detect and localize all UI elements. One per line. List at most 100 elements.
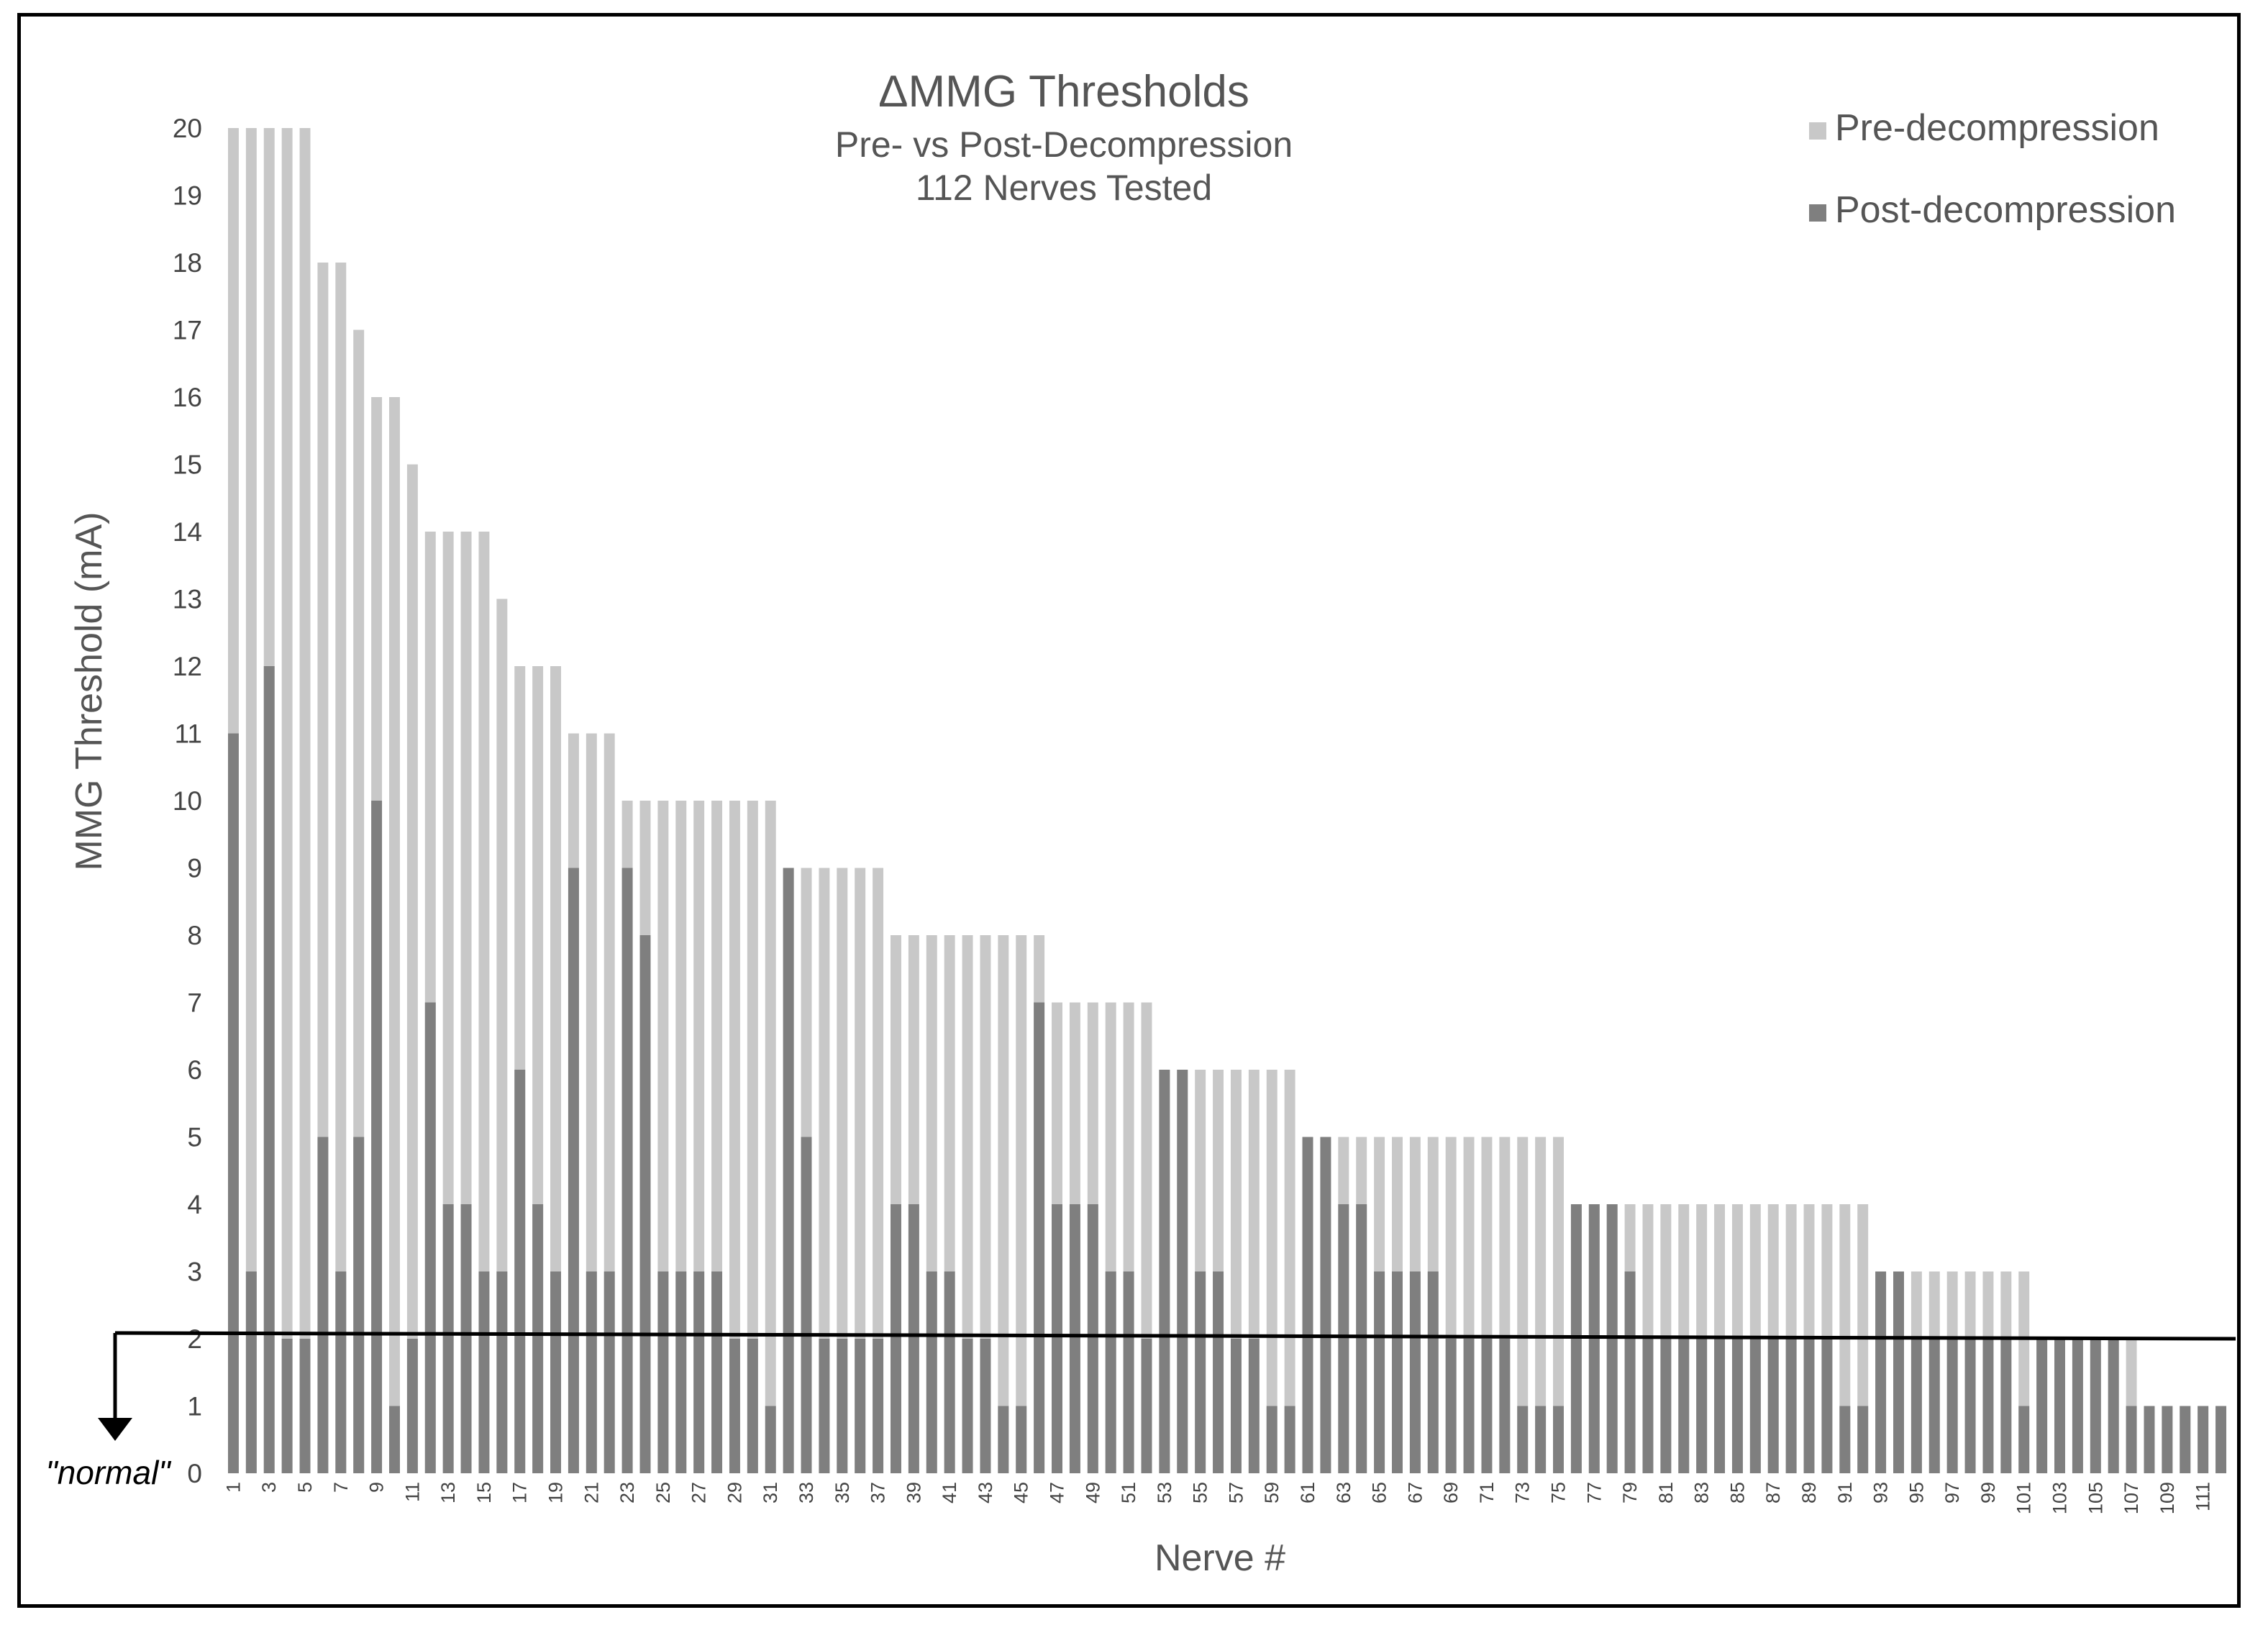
x-tick-label: 93: [1870, 1482, 1892, 1503]
post-bar-110: [2180, 1406, 2191, 1473]
y-axis-title: MMG Threshold (mA): [68, 512, 110, 871]
pre-bar-11: [406, 464, 418, 1473]
x-tick-label: 47: [1047, 1482, 1068, 1503]
x-tick-label: 95: [1905, 1482, 1927, 1503]
legend-swatch-post: [1809, 204, 1826, 222]
x-tick-label: 25: [652, 1482, 674, 1503]
post-bar-89: [1803, 1339, 1815, 1473]
x-tick-label: 19: [545, 1482, 567, 1503]
post-bar-37: [873, 1339, 884, 1473]
x-tick-label: 73: [1512, 1482, 1534, 1503]
post-bar-81: [1660, 1339, 1672, 1473]
pre-bar-29: [729, 801, 740, 1473]
post-bar-21: [586, 1271, 597, 1473]
y-tick-label: 12: [173, 652, 202, 681]
post-bar-59: [1266, 1406, 1278, 1473]
post-bar-35: [837, 1339, 848, 1473]
post-bar-26: [675, 1271, 687, 1473]
post-bar-86: [1749, 1339, 1761, 1473]
x-tick-label: 67: [1404, 1482, 1426, 1503]
pre-bar-16: [496, 599, 508, 1473]
post-bar-27: [693, 1271, 705, 1473]
pre-bar-2: [245, 128, 257, 1473]
post-bar-38: [891, 1204, 901, 1473]
post-bar-24: [639, 935, 651, 1473]
x-tick-label: 43: [975, 1482, 996, 1503]
x-tick-label: 83: [1691, 1482, 1713, 1503]
post-bar-91: [1839, 1406, 1851, 1473]
x-tick-label: 37: [867, 1482, 889, 1503]
x-tick-label: 41: [939, 1482, 960, 1503]
post-bar-22: [604, 1271, 615, 1473]
post-bar-73: [1517, 1406, 1529, 1473]
post-bar-50: [1105, 1271, 1116, 1473]
x-tick-label: 9: [366, 1482, 388, 1493]
post-bar-13: [442, 1204, 454, 1473]
post-bar-67: [1409, 1271, 1421, 1473]
x-tick-label: 17: [509, 1482, 531, 1503]
x-tick-label: 71: [1476, 1482, 1498, 1503]
post-bar-64: [1356, 1204, 1367, 1473]
post-bar-111: [2198, 1406, 2209, 1473]
post-bar-17: [514, 1070, 526, 1473]
post-bar-112: [2215, 1406, 2227, 1473]
pre-bar-59: [1266, 1070, 1278, 1473]
down-arrow-icon: [98, 1418, 132, 1441]
post-bar-61: [1302, 1137, 1313, 1473]
post-bar-62: [1320, 1137, 1331, 1473]
x-tick-label: 85: [1726, 1482, 1748, 1503]
x-tick-label: 99: [1977, 1482, 1999, 1503]
pre-decompression-bars: [227, 128, 2227, 1473]
x-tick-label: 35: [832, 1482, 853, 1503]
y-tick-label: 18: [173, 248, 202, 278]
y-tick-label: 1: [187, 1392, 202, 1421]
x-tick-label: 45: [1011, 1482, 1032, 1503]
post-bar-11: [406, 1339, 418, 1473]
post-bar-10: [389, 1406, 400, 1473]
post-bar-3: [263, 666, 275, 1473]
x-tick-label: 1: [222, 1482, 244, 1493]
post-bar-29: [729, 1339, 740, 1473]
post-bar-96: [1928, 1339, 1940, 1473]
x-tick-label: 3: [258, 1482, 280, 1493]
x-tick-label: 69: [1440, 1482, 1462, 1503]
post-bar-68: [1427, 1271, 1439, 1473]
post-bar-102: [2036, 1339, 2048, 1473]
post-bar-74: [1535, 1406, 1547, 1473]
x-tick-label: 79: [1619, 1482, 1641, 1503]
post-bar-19: [550, 1271, 561, 1473]
pre-bar-34: [819, 868, 830, 1473]
chart-subtitle-line-1: Pre- vs Post-Decompression: [835, 124, 1293, 165]
pre-bar-15: [478, 532, 490, 1473]
post-bar-63: [1338, 1204, 1349, 1473]
x-tick-label: 53: [1154, 1482, 1175, 1503]
x-tick-label: 111: [2192, 1482, 2214, 1511]
post-bar-60: [1284, 1406, 1295, 1473]
post-bar-92: [1857, 1406, 1869, 1473]
x-axis-title: Nerve #: [1155, 1537, 1285, 1579]
y-tick-label: 17: [173, 316, 202, 345]
post-bar-71: [1481, 1339, 1493, 1473]
post-bar-98: [1964, 1339, 1976, 1473]
y-tick-label: 19: [173, 181, 202, 211]
chart-frame: ΔMMG Thresholds Pre- vs Post-Decompressi…: [17, 13, 2241, 1608]
legend: Pre-decompression Post-decompression: [1809, 107, 2176, 231]
post-bar-72: [1499, 1339, 1511, 1473]
post-bar-80: [1642, 1339, 1654, 1473]
post-bar-4: [281, 1339, 293, 1473]
post-bar-58: [1248, 1339, 1260, 1473]
post-bar-55: [1195, 1271, 1206, 1473]
x-tick-label: 59: [1261, 1482, 1283, 1503]
post-bar-83: [1696, 1339, 1708, 1473]
y-tick-label: 13: [173, 585, 202, 614]
post-bar-51: [1123, 1271, 1134, 1473]
x-tick-label: 77: [1583, 1482, 1605, 1503]
post-bar-106: [2108, 1339, 2119, 1473]
pre-bar-10: [389, 397, 400, 1473]
pre-bar-37: [873, 868, 884, 1473]
post-bar-49: [1087, 1204, 1098, 1473]
x-tick-label: 107: [2121, 1482, 2142, 1514]
post-bar-103: [2054, 1339, 2065, 1473]
post-bar-6: [317, 1137, 329, 1473]
y-tick-label: 7: [187, 988, 202, 1018]
